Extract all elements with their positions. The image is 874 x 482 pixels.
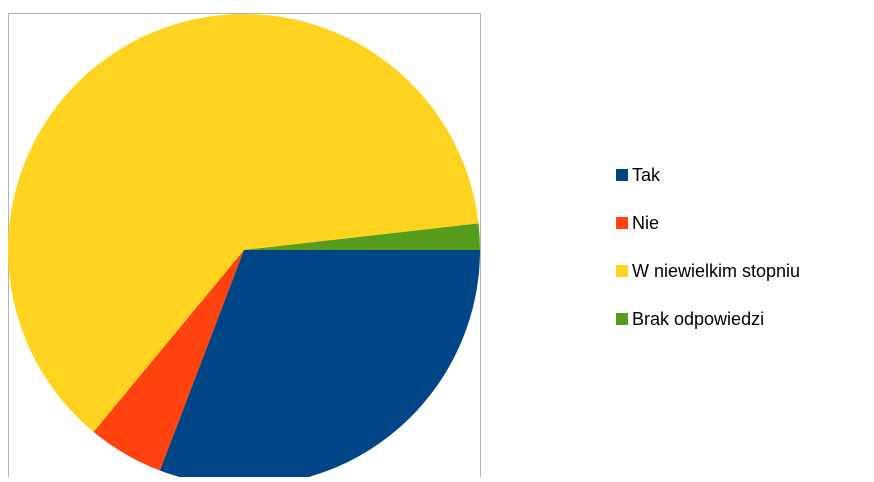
legend-item-tak: Tak	[616, 163, 866, 187]
legend-label-nie: Nie	[632, 213, 660, 233]
chart-legend: Tak Nie W niewielkim stopniu Brak odpowi…	[616, 163, 866, 355]
legend-item-w-niewielkim-stopniu: W niewielkim stopniu	[616, 259, 866, 283]
legend-swatch-w-niewielkim-stopniu	[616, 265, 628, 277]
pie-slice-tak	[159, 250, 480, 482]
pie-slices	[7, 13, 480, 482]
legend-label-w-niewielkim-stopniu: W niewielkim stopniu	[632, 261, 801, 281]
legend-swatch-brak-odpowiedzi	[616, 313, 628, 325]
pie-slice-nie	[93, 250, 244, 471]
legend-swatch-tak	[616, 169, 628, 181]
pie-slice-w-niewielkim-stopniu	[7, 13, 479, 432]
legend-label-tak: Tak	[632, 165, 661, 185]
legend-item-brak-odpowiedzi: Brak odpowiedzi	[616, 307, 866, 331]
legend-item-nie: Nie	[616, 211, 866, 235]
pie-slice-brak-odpowiedzi	[244, 223, 480, 250]
legend-swatch-nie	[616, 217, 628, 229]
legend-label-brak-odpowiedzi: Brak odpowiedzi	[632, 309, 765, 329]
